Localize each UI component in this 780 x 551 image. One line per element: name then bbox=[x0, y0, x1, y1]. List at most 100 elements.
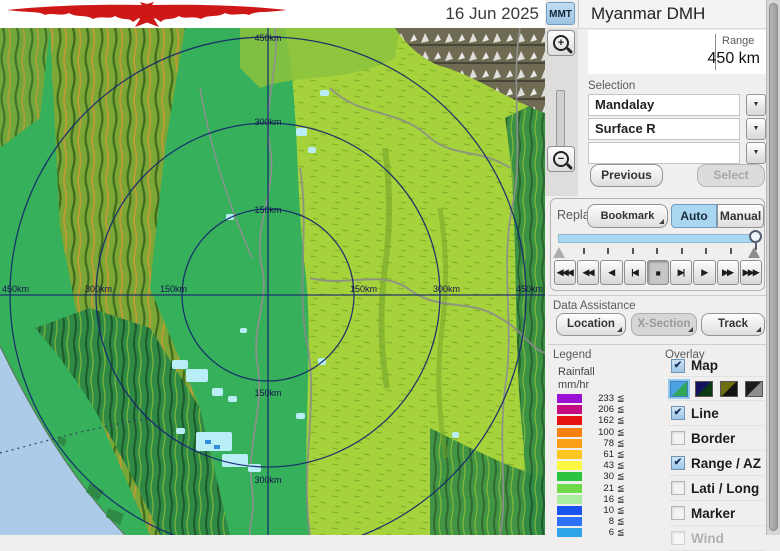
step-forward-button[interactable]: ▶| bbox=[670, 260, 693, 285]
legend-lte-icon: ≦ bbox=[617, 404, 625, 415]
overlay-item-wind[interactable]: Wind bbox=[669, 526, 765, 551]
legend-lte-icon: ≦ bbox=[617, 482, 625, 493]
stop-button[interactable]: ■ bbox=[646, 260, 670, 285]
radar-echo bbox=[308, 147, 316, 153]
legend-value: 206 bbox=[598, 404, 614, 416]
checkbox-icon[interactable] bbox=[671, 531, 685, 545]
overlay-item-marker[interactable]: Marker bbox=[669, 501, 765, 526]
map-style-swatch[interactable] bbox=[745, 380, 763, 397]
legend-unit-line1: Rainfall bbox=[558, 366, 595, 378]
overlay-item-border[interactable]: Border bbox=[669, 426, 765, 451]
station-dropdown-row: Mandalay ▼ bbox=[588, 94, 766, 116]
legend-color-swatch bbox=[557, 427, 582, 437]
legend-row: 16 ≦ bbox=[557, 494, 647, 505]
overlay-item-lati-long[interactable]: Lati / Long bbox=[669, 476, 765, 501]
legend-lte-icon: ≦ bbox=[617, 426, 625, 437]
range-label-v: 150km bbox=[254, 205, 281, 215]
panel-scrollbar-thumb[interactable] bbox=[769, 3, 778, 531]
legend-value: 100 bbox=[598, 426, 614, 438]
time-slider-track[interactable] bbox=[558, 234, 757, 243]
date-display: 16 Jun 2025 bbox=[445, 4, 539, 23]
fast-backward-button[interactable]: ◀◀ bbox=[577, 260, 600, 285]
slider-tick bbox=[582, 248, 585, 254]
zoom-in-button[interactable]: + bbox=[547, 30, 575, 56]
overlay-item-line[interactable]: ✔ Line bbox=[669, 401, 765, 426]
checkbox-icon[interactable] bbox=[671, 481, 685, 495]
checkbox-icon[interactable] bbox=[671, 506, 685, 520]
fast-forward-button[interactable]: ▶▶ bbox=[716, 260, 739, 285]
option-dropdown-arrow-icon[interactable]: ▼ bbox=[746, 142, 766, 164]
location-button[interactable]: Location bbox=[556, 313, 626, 336]
legend-lte-icon: ≦ bbox=[617, 460, 625, 471]
legend-color-swatch bbox=[557, 517, 582, 527]
radar-echo bbox=[222, 454, 248, 467]
radar-echo-layer bbox=[172, 90, 459, 472]
range-label-v: 300km bbox=[254, 475, 281, 485]
checkbox-checked-icon[interactable]: ✔ bbox=[671, 406, 685, 420]
play-forward-button[interactable]: ▶ bbox=[693, 260, 716, 285]
legend-color-swatch bbox=[557, 405, 582, 415]
slider-tick bbox=[631, 248, 634, 254]
slider-start-marker-icon[interactable] bbox=[553, 247, 565, 258]
radar-map[interactable]: 450km 300km 150km 150km 300km 450km 300km 150km… bbox=[0, 28, 545, 535]
x-section-button[interactable]: X-Section bbox=[631, 313, 697, 336]
legend-value: 10 bbox=[603, 504, 614, 516]
manual-mode-button[interactable]: Manual bbox=[717, 204, 764, 228]
bookmark-button[interactable]: Bookmark bbox=[587, 204, 668, 228]
range-box: Range 450 km bbox=[588, 30, 766, 74]
station-dropdown-arrow-icon[interactable]: ▼ bbox=[746, 94, 766, 116]
separator bbox=[548, 295, 767, 296]
zoom-in-icon: + bbox=[553, 35, 569, 51]
fastest-forward-button[interactable]: ▶▶▶ bbox=[739, 260, 762, 285]
play-backward-button[interactable]: ◀ bbox=[600, 260, 623, 285]
legend-lte-icon: ≦ bbox=[617, 393, 625, 404]
step-backward-button[interactable]: |◀ bbox=[623, 260, 646, 285]
option-dropdown[interactable] bbox=[588, 142, 740, 164]
legend-color-swatch bbox=[557, 483, 582, 493]
map-style-swatch[interactable] bbox=[720, 380, 738, 397]
checkbox-icon[interactable] bbox=[671, 431, 685, 445]
legend-value: 21 bbox=[603, 482, 614, 494]
legend-color-swatch bbox=[557, 394, 582, 404]
panel-scrollbar[interactable] bbox=[766, 0, 780, 535]
select-button[interactable]: Select bbox=[697, 164, 765, 187]
overlay-item-range-az[interactable]: ✔ Range / AZ bbox=[669, 451, 765, 476]
range-label-h: 450km bbox=[2, 284, 29, 294]
track-button[interactable]: Track bbox=[701, 313, 765, 336]
previous-button[interactable]: Previous bbox=[590, 164, 663, 187]
legend-value: 43 bbox=[603, 460, 614, 472]
slider-end-marker-icon[interactable] bbox=[748, 247, 760, 258]
timezone-button[interactable]: MMT bbox=[546, 2, 575, 25]
fastest-backward-button[interactable]: ◀◀◀ bbox=[554, 260, 577, 285]
station-dropdown[interactable]: Mandalay bbox=[588, 94, 740, 116]
legend-row: 78 ≦ bbox=[557, 438, 647, 449]
auto-mode-button[interactable]: Auto bbox=[671, 204, 717, 228]
checkbox-checked-icon[interactable]: ✔ bbox=[671, 456, 685, 470]
radar-echo bbox=[240, 328, 247, 333]
checkbox-checked-icon[interactable]: ✔ bbox=[671, 358, 685, 373]
time-slider-thumb[interactable] bbox=[749, 230, 762, 250]
product-dropdown-arrow-icon[interactable]: ▼ bbox=[746, 118, 766, 140]
x-section-button-label: X-Section bbox=[637, 318, 691, 330]
map-zoom-strip: + − bbox=[545, 28, 578, 196]
product-dropdown[interactable]: Surface R bbox=[588, 118, 740, 140]
legend-lte-icon: ≦ bbox=[617, 493, 625, 504]
app-window: 16 Jun 2025 bbox=[0, 0, 780, 535]
slider-tick bbox=[680, 248, 683, 254]
zoom-out-button[interactable]: − bbox=[547, 146, 575, 172]
legend-value: 78 bbox=[603, 437, 614, 449]
radar-echo-core bbox=[205, 440, 211, 444]
range-label-v: 450km bbox=[254, 33, 281, 43]
overlay-item-map[interactable]: ✔ Map bbox=[669, 355, 765, 377]
top-banner: 16 Jun 2025 bbox=[0, 0, 545, 28]
legend-lte-icon: ≦ bbox=[617, 471, 625, 482]
range-ring-labels: 450km 300km 150km 150km 300km 450km 300km 150km… bbox=[2, 33, 543, 485]
map-style-swatch[interactable] bbox=[695, 380, 713, 397]
range-label-h: 150km bbox=[350, 284, 377, 294]
radar-echo bbox=[172, 360, 188, 369]
bookmark-button-label: Bookmark bbox=[600, 210, 655, 222]
slider-tick bbox=[656, 248, 658, 254]
range-label: Range bbox=[722, 35, 755, 47]
map-style-swatch-selected[interactable] bbox=[668, 378, 690, 399]
legend-lte-icon: ≦ bbox=[617, 504, 625, 515]
